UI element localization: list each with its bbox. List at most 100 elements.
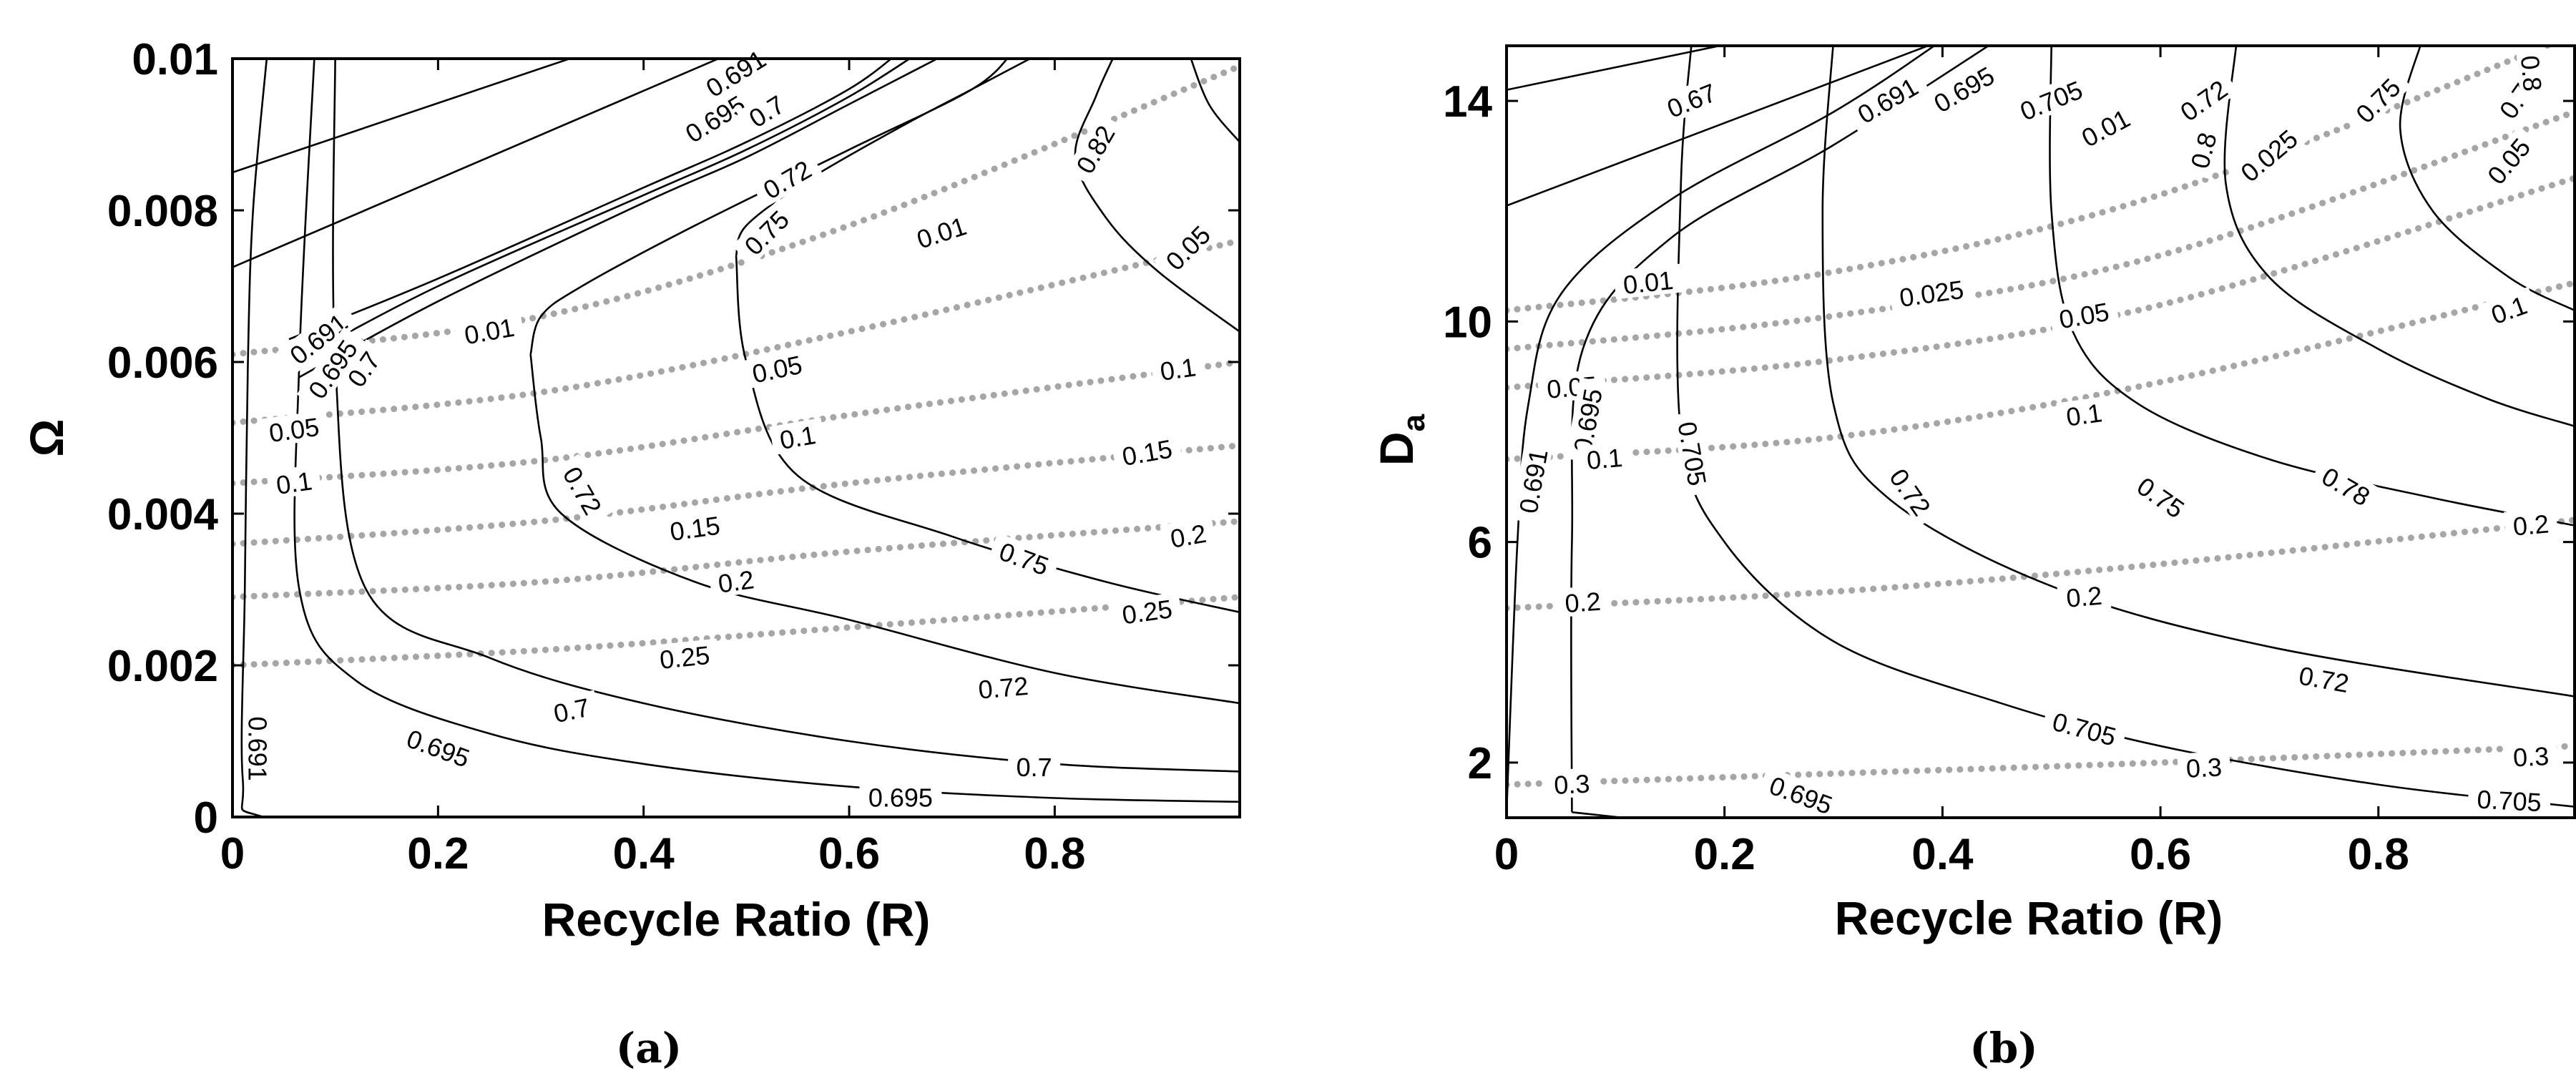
panel-b-contour-label-bg-13 (1889, 273, 1974, 313)
panel-b-contour-label-8: 0.8 (2182, 121, 2223, 180)
panel-a-contour-label-text-29: 0.695 (868, 783, 933, 813)
panel-a-y-tick-label-3: 0.006 (107, 338, 218, 388)
panel-a-contour-label-bg-21 (1160, 516, 1217, 554)
panel-a-x-tick-label-0: 0 (220, 829, 245, 879)
panel-a-contour-label-bg-9 (296, 326, 368, 411)
panel-b-y-tick-label-3: 14 (1443, 77, 1492, 127)
panel-b-contour-label-text-26: 0.2 (2065, 581, 2103, 613)
panel-a-contour-label-bg-13 (1153, 213, 1222, 281)
panel-a-dotted-contour-3 (232, 442, 1240, 547)
panel-b-x-axis-label: Recycle Ratio (R) (1835, 891, 2223, 944)
panel-a-y-tick-label-2: 0.004 (107, 490, 219, 539)
panel-b-damkohler-chart: 0.67 0.691 0.695 0.705 0.72 0.75 0.780.01 0.8 0.… (1370, 44, 2576, 1072)
panel-a-contour-label-bg-6 (904, 207, 978, 256)
panel-a-contour-label-bg-23 (650, 638, 720, 675)
panel-b-ticks: 0 0.2 0.4 0.6 0.8 2 6 10 14 (1443, 46, 2575, 879)
panel-b-contour-label-bg-23 (2125, 466, 2198, 528)
panel-b-contour-label-28: 0.72 (2288, 658, 2360, 699)
panel-b-contour-label-20: 0.1 (1577, 441, 1632, 475)
panel-a-dotted-contour-2 (232, 358, 1240, 487)
panel-b-y-axis-label: D (1370, 431, 1423, 466)
panel-a-y-tick-label-5: 0.01 (132, 35, 218, 84)
panel-a-x-tick-label-2: 0.4 (613, 829, 675, 879)
panel-a-contour-label-bg-19 (554, 454, 613, 527)
panel-a-contour-label-text-15: 0.1 (1158, 352, 1198, 386)
panel-b-contour-label-bg-28 (2288, 658, 2360, 699)
panel-a-contour-label-text-18: 0.15 (1120, 434, 1175, 471)
svg-text:Da: Da (1370, 414, 1431, 466)
panel-b-contour-label-21: 0.1 (2056, 396, 2112, 432)
panel-a-frame (231, 57, 1241, 818)
panel-b-contour-label-bg-12 (1613, 263, 1683, 300)
panel-a-contour-label-text-7: 0.01 (462, 313, 516, 351)
panel-b-contour-label-0: 0.67 (1655, 74, 1728, 126)
panel-a-contour-label-bg-15 (1150, 350, 1206, 386)
panel-b-contour-label-12: 0.01 (1613, 263, 1683, 300)
panel-b-contour-label-29: 0.705 (2041, 703, 2128, 753)
panel-a-contour-label-17: 0.15 (659, 508, 730, 547)
panel-b-contour-label-25: 0.2 (2503, 507, 2558, 542)
panel-a-contour-label-18: 0.15 (1111, 431, 1183, 472)
panel-a-contour-label-bg-1 (672, 84, 758, 152)
panel-b-contour-label-bg-33 (1758, 766, 1845, 822)
panel-b-caption: (b) (1969, 1024, 2037, 1072)
panel-a-contour-label-20: 0.2 (707, 562, 764, 599)
panel-a-contour-label-bg-29 (859, 782, 942, 811)
panel-a-solid-contour-1 (232, 59, 721, 268)
panel-b-dotted-contour-0 (1507, 46, 2556, 314)
panel-b-contour-label-32: 0.3 (2504, 740, 2558, 773)
panel-b-contour-label-bg-5 (2343, 66, 2411, 134)
panel-a-contour-label-text-27: 0.695 (403, 723, 474, 773)
panel-a-solid-contour-9 (240, 59, 268, 817)
panel-a-contour-label-bg-25 (968, 669, 1038, 704)
panel-b-y-tick-label-2: 10 (1443, 298, 1492, 347)
panel-a-solid-contour-4 (298, 59, 940, 378)
panel-a-contour-label-bg-30 (244, 708, 273, 791)
panel-b-contour-label-9: 0.025 (2228, 117, 2310, 192)
panel-a-contour-label-3: 0.72 (750, 150, 823, 208)
panel-b-contour-label-text-30: 0.3 (1553, 768, 1590, 800)
panel-b-contour-label-text-14: 0.05 (2057, 297, 2111, 335)
panel-b-x-tick-label-1: 0.2 (1694, 830, 1755, 879)
panel-a-contour-label-bg-18 (1111, 431, 1183, 472)
panel-a-contour-label-25: 0.72 (968, 669, 1038, 705)
panel-a-x-tick-label-3: 0.6 (818, 829, 880, 879)
panel-b-contour-label-22: 0.72 (1879, 456, 1942, 528)
panel-b-solid-contour-4 (1676, 46, 2575, 808)
panel-a-contour-label-text-23: 0.25 (658, 640, 711, 675)
panel-b-contour-label-bg-4 (2167, 69, 2239, 131)
panel-a-contour-label-text-11: 0.05 (268, 412, 321, 448)
panel-a-contour-label-text-12: 0.05 (750, 350, 805, 389)
panel-b-contour-label-5: 0.75 (2343, 66, 2411, 134)
panel-b-frame (1505, 44, 2576, 819)
panel-b-contour-label-bg-24 (2310, 456, 2383, 515)
panel-a-contour-label-text-20: 0.2 (716, 564, 755, 599)
panel-b-contour-label-text-21: 0.1 (2065, 398, 2104, 432)
panel-a-contour-label-26: 0.7 (542, 690, 600, 729)
panel-a-contour-label-bg-11 (258, 410, 330, 448)
panel-b-contour-lines (1507, 46, 2575, 818)
panel-b-contour-label-30: 0.3 (1544, 767, 1599, 800)
panel-a-contour-label-29: 0.695 (859, 782, 942, 813)
panel-b-contour-label-bg-11 (2475, 125, 2541, 196)
panel-a-contour-label-28: 0.7 (1008, 752, 1061, 782)
panel-b-contour-label-bg-19 (1672, 410, 1715, 497)
panel-b-contour-labels: 0.67 0.691 0.695 0.705 0.72 0.75 0.780.01 0.8 0.… (1511, 46, 2558, 822)
panel-b-contour-label-31: 0.3 (2177, 750, 2231, 783)
panel-b-contour-label-17: 0.691 (1511, 438, 1554, 524)
panel-b-contour-label-text-29: 0.705 (2049, 707, 2120, 752)
panel-a-dotted-contour-0 (232, 63, 1240, 358)
panel-b-contour-label-bg-15 (2479, 286, 2539, 332)
panel-b-contour-label-bg-10 (2515, 46, 2550, 101)
panel-a-solid-contour-0 (232, 59, 573, 174)
panel-b-contour-label-text-33: 0.695 (1766, 770, 1836, 820)
panel-b-contour-label-27: 0.2 (1555, 584, 1610, 618)
panel-a-solid-contour-7 (1074, 59, 1240, 333)
panel-b-contour-label-bg-21 (2056, 396, 2112, 432)
panel-b-dotted-contour-3 (1507, 279, 2575, 463)
panel-a-contour-label-6: 0.01 (904, 207, 978, 256)
panel-a-solid-contour-2 (288, 59, 893, 341)
